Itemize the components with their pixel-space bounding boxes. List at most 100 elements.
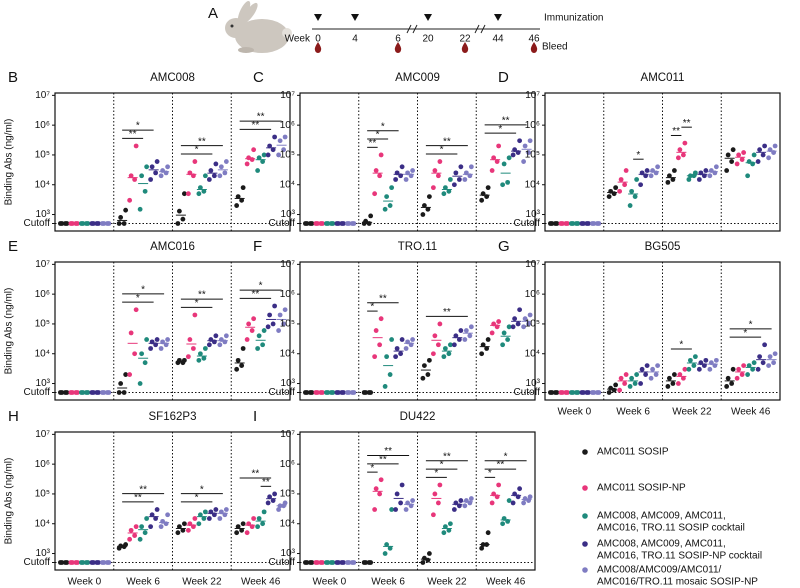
data-point bbox=[655, 363, 661, 368]
data-point bbox=[123, 207, 129, 213]
data-point bbox=[261, 328, 267, 333]
data-point bbox=[208, 168, 214, 173]
data-point bbox=[154, 159, 160, 164]
data-point bbox=[425, 206, 431, 212]
data-point bbox=[430, 512, 436, 518]
x-tick-label: Week 46 bbox=[241, 577, 281, 588]
significance-label: * bbox=[376, 130, 380, 141]
data-point bbox=[148, 346, 154, 351]
data-point bbox=[137, 381, 143, 386]
data-point bbox=[692, 170, 698, 176]
significance-label: ** bbox=[379, 454, 387, 465]
data-point bbox=[251, 516, 257, 521]
data-point bbox=[739, 157, 745, 162]
data-point bbox=[223, 333, 229, 339]
data-point bbox=[276, 507, 282, 512]
data-point bbox=[446, 188, 452, 194]
data-point bbox=[153, 170, 159, 176]
data-point bbox=[517, 486, 523, 492]
significance-label: ** bbox=[368, 138, 376, 149]
significance-label: ** bbox=[134, 493, 142, 504]
data-point bbox=[410, 498, 416, 503]
y-tick-label: 10⁵ bbox=[35, 150, 50, 161]
immunization-marker bbox=[494, 14, 502, 21]
legend-marker bbox=[582, 449, 588, 455]
significance-label: ** bbox=[257, 112, 265, 123]
data-point bbox=[132, 533, 138, 538]
significance-label: * bbox=[370, 463, 374, 474]
data-point bbox=[244, 337, 250, 342]
data-point bbox=[399, 482, 405, 488]
panel-letter: D bbox=[498, 69, 509, 86]
data-point bbox=[410, 337, 416, 342]
y-tick-label: 10⁷ bbox=[525, 90, 540, 101]
data-point bbox=[734, 375, 740, 381]
data-point bbox=[118, 215, 124, 220]
data-point bbox=[496, 143, 502, 149]
data-point bbox=[399, 337, 405, 342]
data-point bbox=[426, 194, 432, 199]
data-point bbox=[510, 152, 516, 158]
data-point bbox=[372, 507, 378, 512]
y-tick-label: Cutoff bbox=[269, 218, 296, 229]
data-point bbox=[399, 164, 405, 170]
data-point bbox=[378, 316, 384, 322]
y-tick-label: 10³ bbox=[526, 378, 541, 389]
significance-label: * bbox=[498, 124, 502, 135]
data-point bbox=[421, 555, 427, 561]
data-point bbox=[682, 366, 688, 372]
data-point bbox=[234, 366, 240, 372]
significance-label: * bbox=[136, 121, 140, 132]
data-point bbox=[377, 342, 383, 348]
y-tick-label: 10⁴ bbox=[280, 518, 295, 529]
y-tick-label: 10⁶ bbox=[280, 120, 295, 131]
data-point bbox=[394, 346, 400, 351]
data-point bbox=[398, 500, 404, 506]
data-point bbox=[211, 173, 217, 179]
data-point bbox=[160, 168, 166, 173]
legend-marker bbox=[582, 485, 588, 491]
week-number: 6 bbox=[395, 34, 401, 45]
chart-title: AMC008 bbox=[150, 72, 195, 84]
data-point bbox=[202, 173, 208, 179]
y-tick-label: 10⁶ bbox=[525, 289, 540, 300]
y-tick-label: 10⁶ bbox=[35, 120, 50, 131]
data-point bbox=[703, 357, 709, 363]
data-point bbox=[629, 375, 635, 381]
data-point bbox=[677, 372, 683, 377]
data-point bbox=[467, 333, 473, 339]
x-tick-label: Week 0 bbox=[68, 577, 102, 588]
data-point bbox=[677, 147, 683, 153]
data-point bbox=[255, 346, 261, 351]
axis-break bbox=[406, 24, 412, 34]
data-point bbox=[206, 516, 212, 521]
data-point bbox=[249, 328, 255, 333]
data-point bbox=[496, 482, 502, 488]
data-point bbox=[276, 152, 282, 158]
data-point bbox=[527, 494, 533, 500]
data-point bbox=[666, 173, 672, 179]
data-point bbox=[128, 330, 134, 336]
data-point bbox=[133, 307, 139, 313]
data-point bbox=[608, 385, 614, 391]
data-point bbox=[696, 177, 702, 182]
week-number: 0 bbox=[315, 34, 321, 45]
significance-label: ** bbox=[262, 477, 270, 488]
data-point bbox=[437, 159, 443, 164]
data-point bbox=[384, 354, 390, 360]
plot-frame bbox=[299, 431, 536, 571]
data-point bbox=[680, 375, 686, 381]
data-point bbox=[767, 354, 773, 360]
data-point bbox=[246, 321, 252, 327]
data-point bbox=[762, 143, 768, 149]
data-point bbox=[201, 355, 207, 361]
data-point bbox=[270, 147, 276, 153]
data-point bbox=[430, 185, 436, 191]
data-point bbox=[213, 161, 219, 167]
legend-label: AMC011 SOSIP-NP bbox=[597, 483, 686, 494]
y-tick-label: 10³ bbox=[281, 548, 296, 559]
y-tick-label: 10⁷ bbox=[35, 90, 50, 101]
significance-label: * bbox=[381, 121, 385, 132]
data-point bbox=[373, 328, 379, 333]
significance-label: * bbox=[370, 302, 374, 313]
